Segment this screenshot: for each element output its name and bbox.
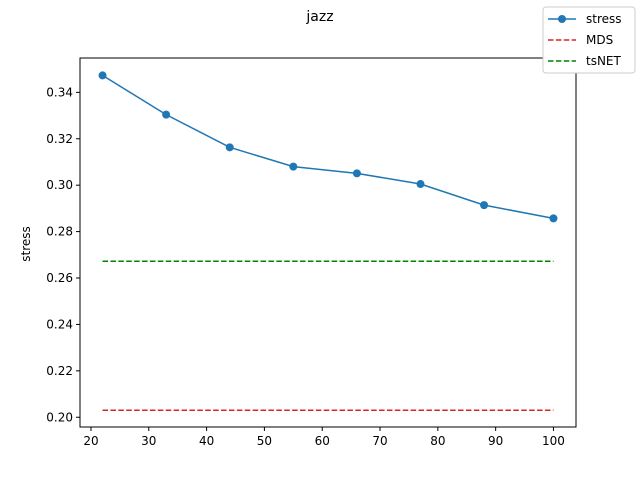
axes-frame — [79, 57, 577, 428]
data-point — [289, 162, 298, 171]
data-point — [549, 214, 558, 223]
x-tick-label: 30 — [141, 434, 156, 448]
y-tick-label: 0.26 — [46, 271, 73, 285]
y-tick-label: 0.22 — [46, 364, 73, 378]
legend-box — [542, 6, 636, 74]
y-axis-label: stress — [19, 226, 33, 262]
x-tick-label: 90 — [488, 434, 503, 448]
legend-label: stress — [586, 12, 622, 26]
y-tick-label: 0.20 — [46, 410, 73, 424]
plot-area — [98, 71, 558, 412]
y-axis: 0.20 0.22 0.24 0.26 0.28 0.30 0.32 0.34 — [46, 85, 80, 424]
data-point — [98, 71, 107, 80]
legend-marker — [558, 15, 566, 23]
legend-label: tsNET — [586, 54, 622, 68]
y-tick-label: 0.28 — [46, 225, 73, 239]
data-point — [162, 110, 171, 119]
x-tick-label: 100 — [542, 434, 565, 448]
y-tick-label: 0.30 — [46, 178, 73, 192]
x-tick-label: 40 — [199, 434, 214, 448]
x-axis: 20 30 40 50 60 70 80 90 100 — [83, 427, 565, 448]
x-tick-label: 50 — [257, 434, 272, 448]
x-tick-label: 80 — [430, 434, 445, 448]
data-point — [416, 180, 425, 189]
x-tick-label: 70 — [372, 434, 387, 448]
legend: stress MDS tsNET — [542, 6, 636, 74]
chart-title: jazz — [305, 9, 333, 25]
y-tick-label: 0.32 — [46, 132, 73, 146]
y-tick-label: 0.34 — [46, 85, 73, 99]
series-line-stress — [102, 74, 554, 220]
data-point — [480, 201, 489, 210]
data-point — [225, 143, 234, 152]
x-tick-label: 60 — [315, 434, 330, 448]
data-point — [352, 169, 361, 178]
y-tick-label: 0.24 — [46, 317, 73, 331]
legend-label: MDS — [586, 33, 613, 47]
x-tick-label: 20 — [83, 434, 98, 448]
